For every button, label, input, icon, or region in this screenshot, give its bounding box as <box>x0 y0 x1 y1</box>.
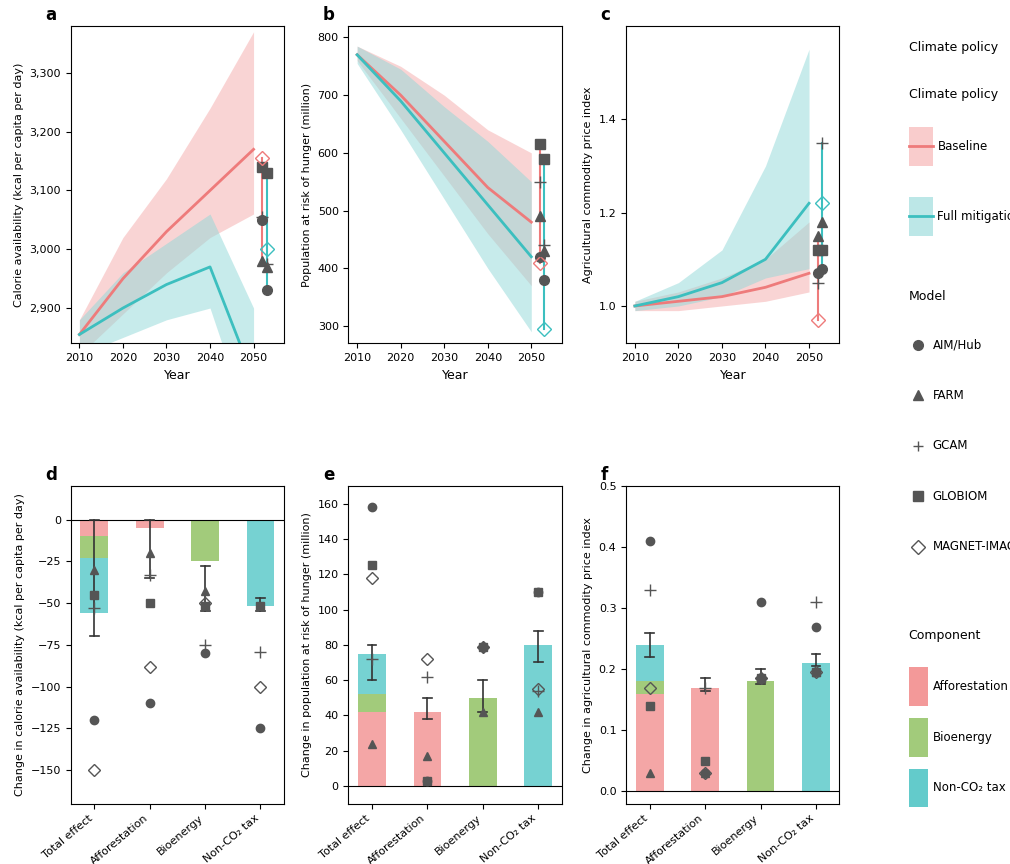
Bar <box>909 127 932 166</box>
Text: d: d <box>45 466 57 484</box>
Bar <box>802 664 830 791</box>
Bar <box>691 688 719 791</box>
Bar <box>81 537 108 558</box>
Text: AIM/Hub: AIM/Hub <box>932 338 982 352</box>
Text: e: e <box>323 466 334 484</box>
Bar <box>909 768 928 807</box>
Text: MAGNET-IMAGE: MAGNET-IMAGE <box>932 540 1010 554</box>
Bar <box>909 197 932 236</box>
Bar <box>469 698 497 786</box>
Text: Component: Component <box>909 628 981 642</box>
Bar <box>413 712 441 786</box>
X-axis label: Year: Year <box>441 369 469 382</box>
Bar <box>636 682 664 694</box>
Y-axis label: Change in population at risk of hunger (million): Change in population at risk of hunger (… <box>302 512 312 778</box>
Text: Model: Model <box>909 290 946 303</box>
Bar <box>81 519 108 537</box>
Bar <box>359 712 386 786</box>
Y-axis label: Change in agricultural commodity price index: Change in agricultural commodity price i… <box>583 517 593 772</box>
Bar <box>81 558 108 613</box>
Bar <box>636 694 664 791</box>
Text: Climate policy: Climate policy <box>909 41 998 54</box>
X-axis label: Year: Year <box>164 369 191 382</box>
Bar <box>909 718 928 757</box>
Text: FARM: FARM <box>932 389 965 402</box>
Text: GLOBIOM: GLOBIOM <box>932 490 988 503</box>
Bar <box>636 645 664 682</box>
Text: GCAM: GCAM <box>932 439 969 453</box>
Y-axis label: Agricultural commodity price index: Agricultural commodity price index <box>583 86 593 283</box>
Text: b: b <box>323 5 334 23</box>
Text: Full mitigation: Full mitigation <box>937 210 1010 223</box>
Text: Non-CO₂ tax: Non-CO₂ tax <box>932 781 1005 795</box>
Bar <box>746 682 775 791</box>
Text: Afforestation: Afforestation <box>932 680 1009 694</box>
Text: Baseline: Baseline <box>937 140 988 153</box>
Text: f: f <box>601 466 608 484</box>
X-axis label: Year: Year <box>719 369 746 382</box>
Y-axis label: Calorie availability (kcal per capita per day): Calorie availability (kcal per capita pe… <box>14 62 23 307</box>
Text: Climate policy: Climate policy <box>909 88 998 101</box>
Bar <box>191 519 219 562</box>
Bar <box>359 694 386 712</box>
Bar <box>909 667 928 706</box>
Text: a: a <box>45 5 57 23</box>
Bar <box>524 645 552 786</box>
Bar <box>135 519 164 528</box>
Text: c: c <box>601 5 610 23</box>
Bar <box>246 519 275 607</box>
Text: Bioenergy: Bioenergy <box>932 731 993 744</box>
Y-axis label: Population at risk of hunger (million): Population at risk of hunger (million) <box>302 83 312 287</box>
Y-axis label: Change in calorie availability (kcal per capita per day): Change in calorie availability (kcal per… <box>15 493 25 797</box>
Bar <box>359 654 386 694</box>
